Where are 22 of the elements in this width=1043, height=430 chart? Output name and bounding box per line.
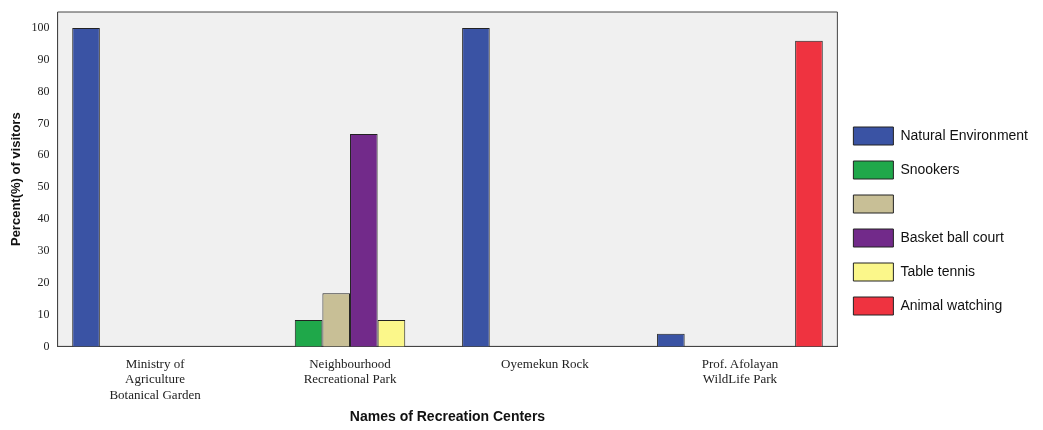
y-tick-label: 90 bbox=[37, 51, 50, 66]
y-tick-label: 100 bbox=[31, 20, 50, 35]
y-tick-label: 20 bbox=[37, 274, 50, 289]
legend-label: Animal watching bbox=[900, 296, 1003, 313]
legend-label: Table tennis bbox=[900, 262, 976, 279]
y-tick-label: 40 bbox=[37, 211, 50, 226]
y-tick-label: 10 bbox=[37, 306, 50, 321]
legend-label: Snookers bbox=[900, 160, 960, 177]
y-tick-label: 70 bbox=[37, 115, 50, 130]
y-tick-label: 80 bbox=[37, 83, 50, 98]
y-tick-label: 60 bbox=[37, 147, 50, 162]
x-axis-title: Names of Recreation Centers bbox=[349, 408, 546, 425]
legend-label: Basket ball court bbox=[900, 228, 1004, 245]
y-tick-label: 50 bbox=[37, 179, 50, 194]
x-tick-label: Ministry of Agriculture Botanical Garden bbox=[109, 355, 202, 402]
y-tick-label: 0 bbox=[43, 338, 50, 353]
x-tick-label: Neighbourhood Recreational Park bbox=[303, 355, 397, 387]
x-tick-label: Prof. Afolayan WildLife Park bbox=[701, 355, 779, 387]
y-tick-label: 30 bbox=[37, 243, 50, 258]
legend-label: Natural Environment bbox=[900, 126, 1029, 143]
x-tick-label: Oyemekun Rock bbox=[501, 355, 590, 371]
y-axis-title: Percent(%) of visitors bbox=[8, 112, 24, 247]
